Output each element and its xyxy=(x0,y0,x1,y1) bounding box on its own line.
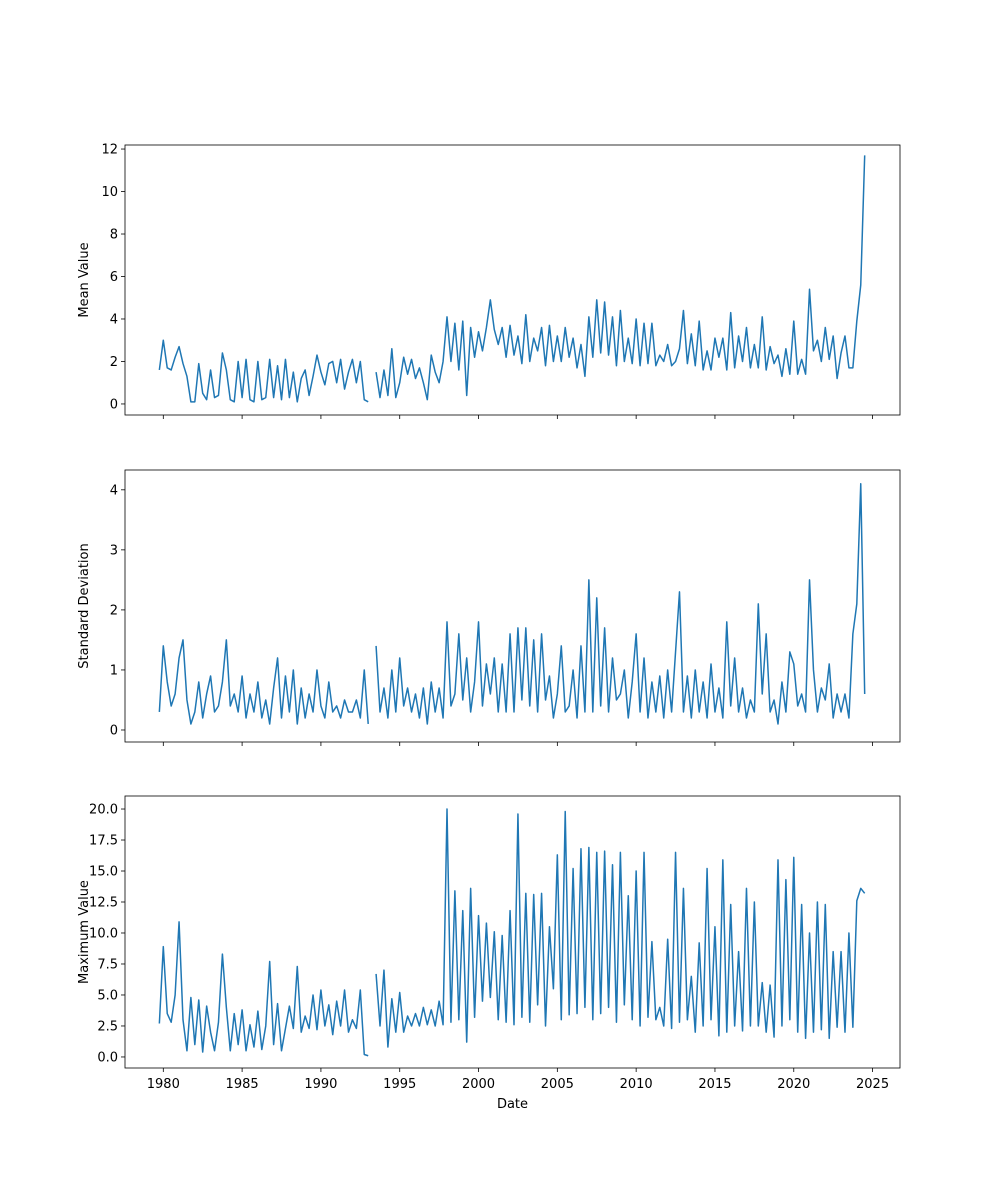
y-tick-label: 4 xyxy=(110,312,118,327)
y-tick-label: 4 xyxy=(110,483,118,498)
x-tick-label: 2025 xyxy=(856,1077,889,1092)
y-axis-label: Maximum Value xyxy=(77,880,92,984)
y-tick-label: 15.0 xyxy=(89,865,118,880)
y-tick-label: 0.0 xyxy=(97,1050,118,1065)
data-line xyxy=(158,483,866,725)
y-tick-label: 0 xyxy=(110,723,118,738)
y-tick-label: 0 xyxy=(110,397,118,412)
y-tick-label: 6 xyxy=(110,270,118,285)
x-tick-label: 1995 xyxy=(383,1077,416,1092)
y-tick-label: 3 xyxy=(110,543,118,558)
y-tick-label: 12.5 xyxy=(89,895,118,910)
x-tick-label: 2000 xyxy=(462,1077,495,1092)
x-tick-label: 1990 xyxy=(304,1077,337,1092)
data-line xyxy=(158,808,866,1057)
y-axis-label: Mean Value xyxy=(77,242,92,317)
axes-frame xyxy=(124,469,901,743)
y-tick-label: 2 xyxy=(110,355,118,370)
y-tick-label: 5.0 xyxy=(97,988,118,1003)
x-axis-label: Date xyxy=(497,1097,528,1112)
y-tick-label: 2 xyxy=(110,603,118,618)
x-tick-label: 2010 xyxy=(620,1077,653,1092)
y-tick-label: 17.5 xyxy=(89,834,118,849)
y-tick-label: 8 xyxy=(110,228,118,243)
axes-frame xyxy=(124,144,901,416)
x-tick-label: 2020 xyxy=(777,1077,810,1092)
y-axis-label: Standard Deviation xyxy=(77,543,92,668)
y-tick-label: 12 xyxy=(101,143,118,158)
x-tick-label: 1985 xyxy=(226,1077,259,1092)
axes-frame xyxy=(124,795,901,1069)
x-tick-label: 2005 xyxy=(541,1077,574,1092)
plot-area xyxy=(125,796,900,1068)
x-tick-label: 1980 xyxy=(147,1077,180,1092)
y-tick-label: 20.0 xyxy=(89,803,118,818)
plot-area xyxy=(125,145,900,415)
y-tick-label: 10 xyxy=(101,185,118,200)
y-tick-label: 2.5 xyxy=(97,1019,118,1034)
y-tick-label: 1 xyxy=(110,663,118,678)
data-line xyxy=(158,155,866,403)
x-tick-label: 2015 xyxy=(698,1077,731,1092)
y-tick-label: 10.0 xyxy=(89,926,118,941)
y-tick-label: 7.5 xyxy=(97,957,118,972)
